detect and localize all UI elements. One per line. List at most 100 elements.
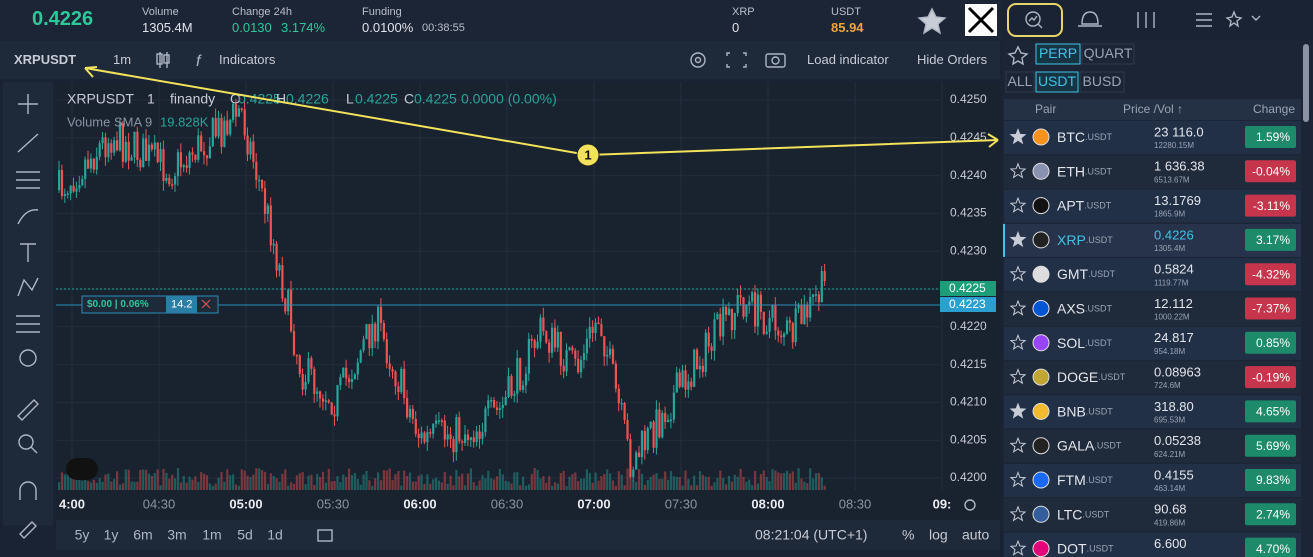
- volume-bar: [281, 473, 284, 490]
- hide-orders-button[interactable]: Hide Orders: [917, 52, 988, 67]
- quote-tab[interactable]: [1079, 71, 1125, 93]
- percent-toggle[interactable]: %: [902, 527, 914, 543]
- favorite-star[interactable]: [1009, 505, 1027, 522]
- volume-bar: [455, 469, 458, 490]
- candle: [704, 332, 707, 372]
- candle: [327, 400, 330, 403]
- candle: [258, 179, 261, 182]
- value: 0.0130: [232, 20, 272, 35]
- coin-icon: [1032, 368, 1050, 386]
- range-button[interactable]: 6m: [133, 527, 152, 543]
- candle: [730, 308, 733, 331]
- favorite-star[interactable]: [1009, 162, 1027, 179]
- favorite-star[interactable]: [1009, 402, 1027, 419]
- candle: [110, 143, 113, 153]
- pair-change: 4.70%: [1256, 542, 1290, 556]
- volume-bar: [153, 473, 156, 490]
- candle: [107, 143, 110, 158]
- log-toggle[interactable]: log: [929, 527, 948, 543]
- volume-bar: [420, 474, 423, 490]
- favorite-star[interactable]: [1009, 128, 1027, 145]
- column-header[interactable]: Price /Vol ↑: [1123, 102, 1183, 116]
- candle: [171, 184, 174, 186]
- interval-button[interactable]: 1m: [113, 52, 132, 67]
- load-indicator-button[interactable]: Load indicator: [807, 52, 889, 67]
- market-tab[interactable]: [1081, 43, 1135, 65]
- column-header: Change: [1253, 102, 1295, 116]
- volume-bar: [95, 483, 98, 490]
- price-tick-label: 0.4205: [950, 432, 987, 446]
- volume-bar: [214, 483, 217, 490]
- range-button[interactable]: 5d: [237, 527, 253, 543]
- quote: .USDT: [1085, 167, 1113, 177]
- quote-tab[interactable]: [1035, 71, 1079, 93]
- favorite-star[interactable]: [1009, 368, 1027, 385]
- favorite-star[interactable]: [1009, 333, 1027, 351]
- volume-bar: [536, 469, 539, 490]
- legend-text: H: [276, 91, 286, 107]
- favorite-star[interactable]: [1009, 539, 1027, 556]
- candle: [176, 152, 180, 177]
- favorite-star[interactable]: [1009, 196, 1027, 213]
- candle: [185, 165, 188, 168]
- price-tick-label: 0.4220: [950, 319, 987, 333]
- volume-bar: [713, 482, 716, 490]
- candle: [261, 179, 264, 189]
- volume-bar: [562, 470, 565, 490]
- range-button[interactable]: 1y: [104, 527, 119, 543]
- volume-bar: [785, 470, 789, 490]
- order-cancel[interactable]: [201, 299, 211, 309]
- range-button[interactable]: 1d: [267, 527, 283, 543]
- candle: [266, 205, 269, 214]
- range-button[interactable]: 1m: [202, 527, 221, 543]
- candle: [678, 372, 681, 387]
- quote: .USDT: [1098, 372, 1126, 382]
- volume-bar: [667, 479, 670, 490]
- auto-toggle[interactable]: auto: [962, 527, 989, 543]
- volume-bar: [803, 481, 806, 490]
- candle: [533, 340, 536, 349]
- quote-tab[interactable]: [1005, 71, 1035, 93]
- volume-bar: [661, 478, 664, 490]
- candle: [643, 431, 646, 451]
- drawing-toolbar: [3, 82, 53, 525]
- volume-bar: [783, 472, 786, 490]
- range-button[interactable]: 3m: [167, 527, 186, 543]
- candle: [464, 434, 467, 443]
- range-button[interactable]: 5y: [75, 527, 90, 543]
- coin-icon: [1032, 300, 1050, 317]
- volume-bar: [200, 472, 203, 490]
- symbol-button[interactable]: XRPUSDT: [14, 52, 77, 67]
- candle: [394, 371, 397, 387]
- volume-bar: [588, 473, 591, 490]
- volume-bar: [185, 482, 188, 490]
- volume-bar: [429, 483, 432, 490]
- market-tab[interactable]: [1035, 43, 1081, 65]
- volume-bar: [730, 481, 733, 490]
- volume-bar: [194, 476, 197, 490]
- pair-change: 9.83%: [1256, 473, 1290, 487]
- pair-volume: 1000.22M: [1154, 313, 1190, 322]
- favorite-star[interactable]: [1009, 436, 1027, 453]
- favorite-star[interactable]: [1009, 265, 1027, 282]
- candle: [571, 347, 574, 351]
- candle: [240, 108, 243, 110]
- candle: [208, 146, 211, 159]
- pair-change: -0.19%: [1252, 370, 1290, 384]
- volume-bar: [118, 484, 122, 490]
- candle: [214, 117, 217, 137]
- candle: [785, 320, 789, 334]
- candle: [800, 305, 803, 324]
- volume-bar: [759, 474, 762, 490]
- candle: [475, 431, 478, 443]
- favorite-star[interactable]: [1009, 299, 1027, 316]
- indicators-button[interactable]: Indicators: [219, 52, 276, 67]
- volume-bar: [263, 471, 267, 490]
- volume-bar: [638, 469, 641, 490]
- favorite-star[interactable]: [1009, 471, 1027, 488]
- column-header: Pair: [1035, 102, 1056, 116]
- coin-icon: [1032, 540, 1050, 557]
- pair-volume: 1305.4M: [1154, 244, 1185, 253]
- favorite-star[interactable]: [1009, 231, 1027, 248]
- volume-bar: [188, 476, 191, 490]
